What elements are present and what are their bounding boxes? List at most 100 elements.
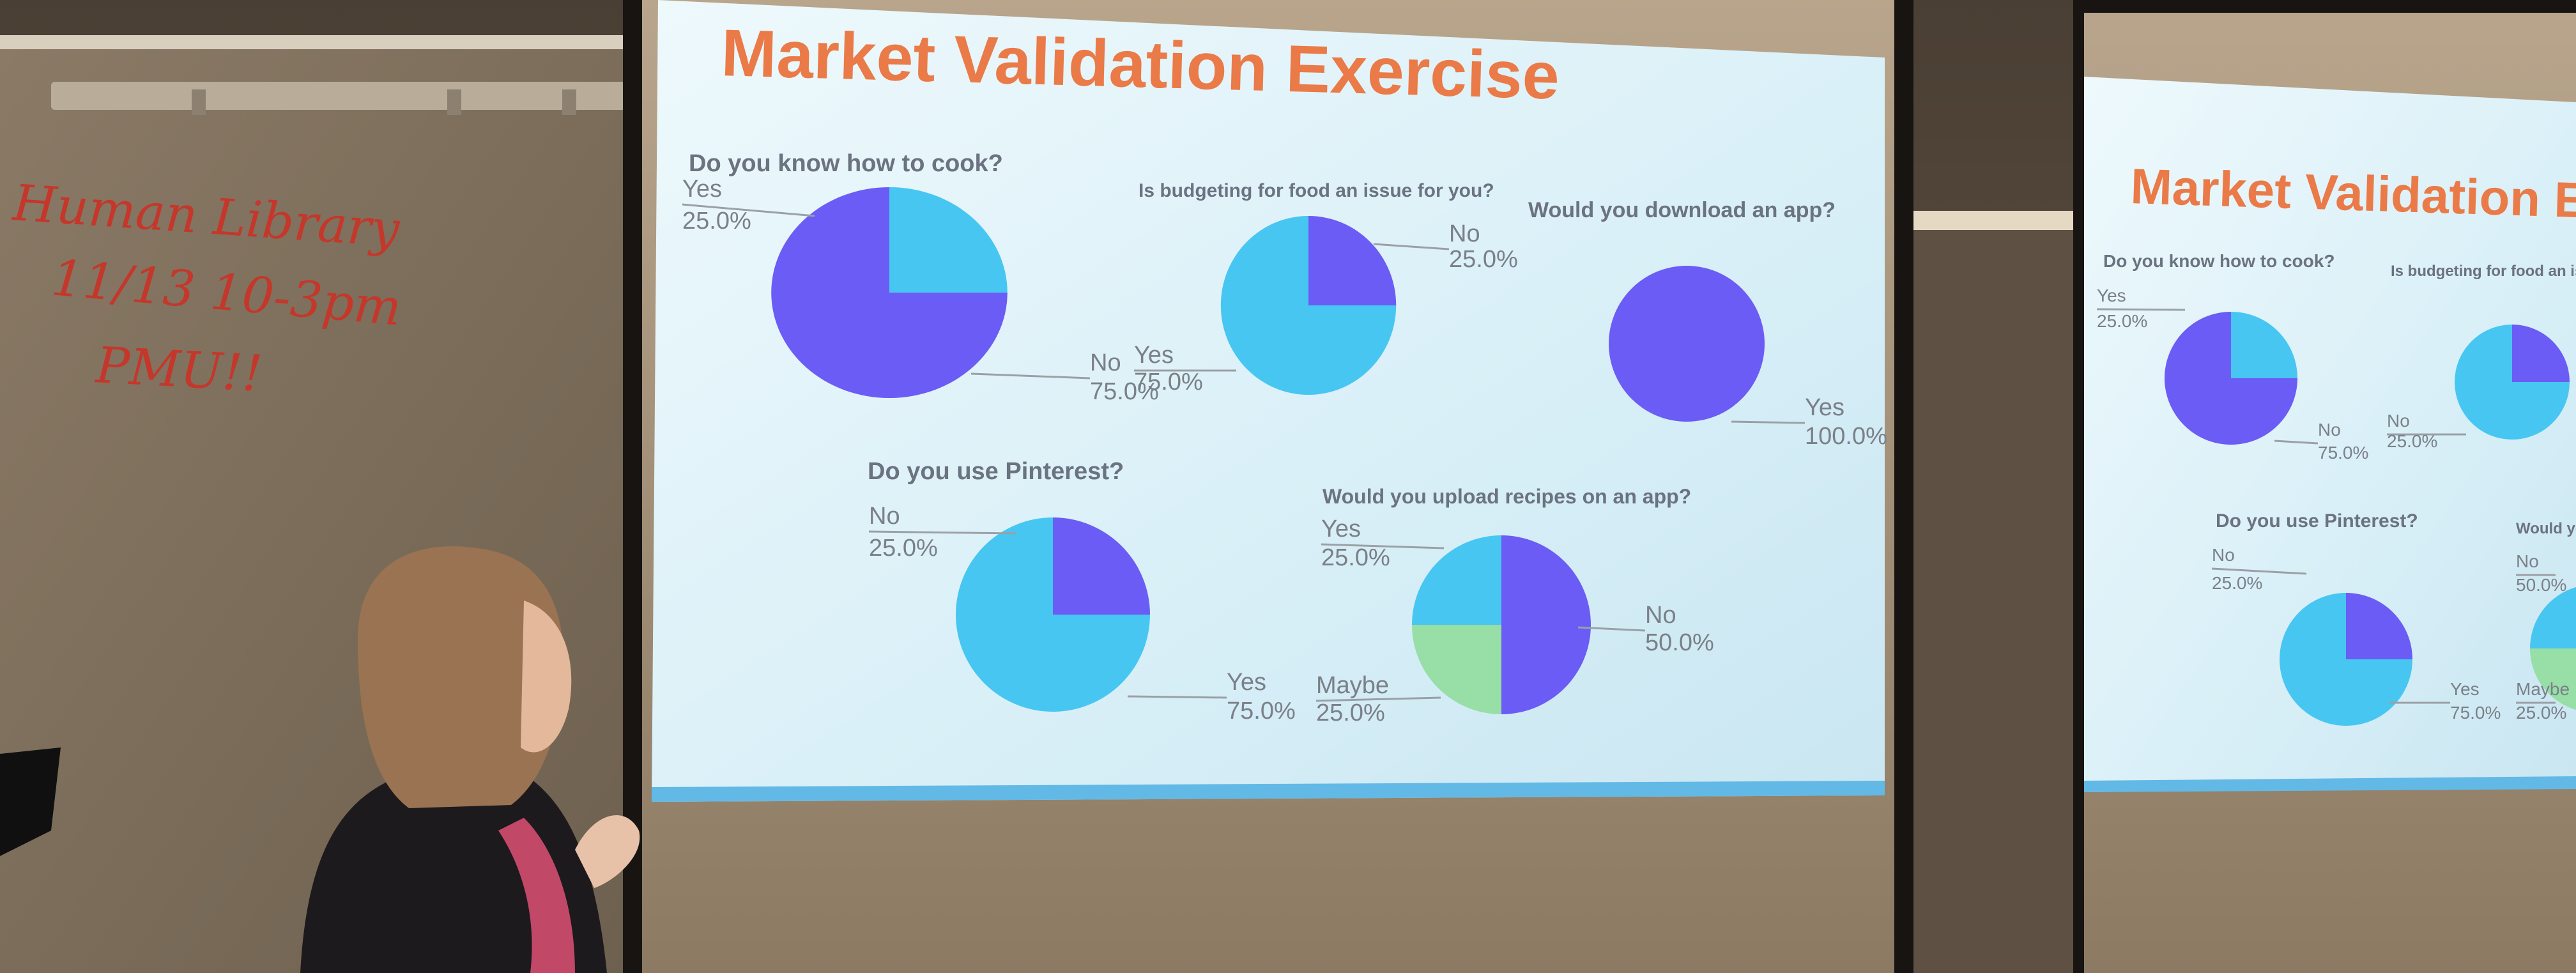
rail-clip — [447, 89, 461, 115]
right-pie-chart-1: Do you know how to cook? Yes 25.0% No 75.0% — [2096, 251, 2368, 463]
right-leader-line — [2274, 440, 2319, 445]
main-leader-line — [1731, 420, 1805, 424]
main-slice-value: 25.0% — [1321, 544, 1390, 571]
main-slice-label: No — [1645, 602, 1676, 629]
right-slide: Market Validation Exercise Do you know h… — [2096, 158, 2576, 726]
main-slice-value: 25.0% — [1449, 246, 1518, 273]
main-chart-question: Would you upload recipes on an app? — [1322, 485, 1691, 508]
main-slice-label: Yes — [682, 176, 722, 203]
right-pie-slice-yes — [2455, 325, 2570, 440]
right-pie-slice-yes — [2231, 312, 2297, 378]
main-slice-value: 25.0% — [869, 535, 938, 562]
main-slice-value: 100.0% — [1805, 423, 1887, 450]
right-slice-value: 50.0% — [2516, 575, 2566, 595]
right-pie-slice-no — [2165, 312, 2297, 445]
main-leader-line — [1321, 543, 1445, 549]
right-pie-chart-2: Is budgeting for food an issue for you? N… — [2387, 263, 2576, 451]
main-slice-value: 75.0% — [1090, 378, 1159, 405]
right-slice-value: 25.0% — [2097, 311, 2147, 331]
presenter-hand — [575, 815, 640, 888]
right-slice-label: Yes — [2450, 679, 2480, 699]
main-pie-chart-2: Is budgeting for food an issue for you? N… — [1134, 180, 1518, 395]
right-slice-value: 25.0% — [2387, 431, 2437, 451]
whiteboard-note-line-3: PMU!! — [94, 337, 264, 403]
main-pie-slice-yes — [1609, 266, 1765, 422]
right-leader-line — [2211, 567, 2307, 575]
right-slide-charts: Do you know how to cook?Yes25.0%No75.0%I… — [2096, 251, 2576, 726]
main-pie-slice-yes — [889, 187, 1008, 293]
main-slice-label: Yes — [1805, 394, 1844, 421]
main-pie-slice-maybe — [1412, 625, 1501, 714]
right-pie-chart-4: Do you use Pinterest? No 25.0% Yes 75.0% — [2211, 510, 2501, 726]
whiteboard-rail — [51, 82, 626, 110]
center-light — [1910, 211, 2076, 230]
right-slice-label: Maybe — [2516, 679, 2570, 699]
presenter-scarf — [498, 818, 575, 973]
main-chart-question: Do you use Pinterest? — [868, 458, 1124, 485]
right-slice-value: 75.0% — [2450, 703, 2501, 723]
main-slice-label: No — [1449, 220, 1480, 247]
right-slice-label: No — [2318, 420, 2341, 440]
presenter — [300, 546, 640, 973]
main-slide: Market Validation Exercise Do you know h… — [682, 16, 1887, 726]
main-slice-label: No — [1090, 349, 1121, 376]
main-chart-question: Do you know how to cook? — [689, 150, 1003, 177]
main-slice-label: No — [869, 503, 900, 530]
main-slice-label: Yes — [1321, 516, 1361, 542]
right-chart-question: Do you know how to cook? — [2103, 251, 2334, 271]
main-leader-line — [1373, 243, 1450, 250]
main-slice-value: 25.0% — [1316, 700, 1385, 726]
main-pie-slice-yes — [956, 517, 1150, 712]
whiteboard-top-light — [0, 35, 632, 49]
slide-accent-band-right — [2084, 776, 2576, 792]
right-chart-question: Would you upload recipes on an app? — [2516, 520, 2576, 537]
main-pie-slice-yes — [1412, 535, 1501, 625]
main-leader-line — [970, 372, 1091, 379]
right-slice-label: No — [2387, 411, 2410, 431]
main-slice-label: Yes — [1134, 342, 1174, 369]
right-leader-line — [2096, 308, 2186, 311]
rail-clip — [562, 89, 576, 115]
right-pie-slice-no — [2346, 593, 2412, 659]
slide-background-right — [2084, 77, 2576, 792]
main-leader-line — [1315, 696, 1441, 702]
slide-charts: Do you know how to cook?Yes25.0%No75.0%I… — [682, 150, 1887, 726]
main-slice-label: Maybe — [1316, 672, 1389, 699]
presenter-hair — [358, 546, 564, 808]
main-pie-slice-yes — [1220, 216, 1397, 395]
main-pie-chart-5: Would you upload recipes on an app? No50.… — [1315, 485, 1714, 726]
right-pie-chart-5: Would you upload recipes on an app? No 50.… — [2516, 520, 2576, 723]
right-pie-slice-yes — [2530, 587, 2576, 648]
right-slice-label: Yes — [2097, 286, 2126, 305]
main-leader-line — [682, 203, 815, 217]
main-leader-line — [1127, 695, 1227, 699]
right-slice-value: 75.0% — [2318, 443, 2368, 463]
presenter-face — [521, 601, 572, 753]
main-slice-value: 50.0% — [1645, 629, 1714, 656]
presenter-body — [300, 767, 607, 973]
main-leader-line — [868, 530, 1016, 535]
right-slice-label: No — [2516, 551, 2539, 571]
right-slice-value: 25.0% — [2212, 573, 2262, 593]
right-pie-slice-yes — [2280, 593, 2412, 726]
main-leader-line — [1577, 626, 1646, 632]
main-slice-label: Yes — [1227, 669, 1266, 696]
main-pie-slice-no — [1308, 216, 1397, 305]
main-slice-value: 25.0% — [682, 208, 751, 234]
right-slice-value: 25.0% — [2516, 703, 2566, 723]
right-chart-question: Is budgeting for food an issue for you? — [2391, 263, 2576, 280]
main-pie-slice-no — [771, 187, 1008, 398]
main-slice-value: 75.0% — [1134, 369, 1203, 395]
main-chart-question: Is budgeting for food an issue for you? — [1138, 180, 1494, 201]
podium — [0, 747, 61, 856]
main-pie-slice-no — [1501, 535, 1591, 714]
rail-clip — [192, 89, 206, 115]
right-pie-slice-no — [2512, 325, 2570, 382]
slide-accent-band — [652, 781, 1885, 802]
right-chart-question: Do you use Pinterest? — [2216, 510, 2418, 532]
right-pie-slice-maybe — [2530, 648, 2576, 710]
